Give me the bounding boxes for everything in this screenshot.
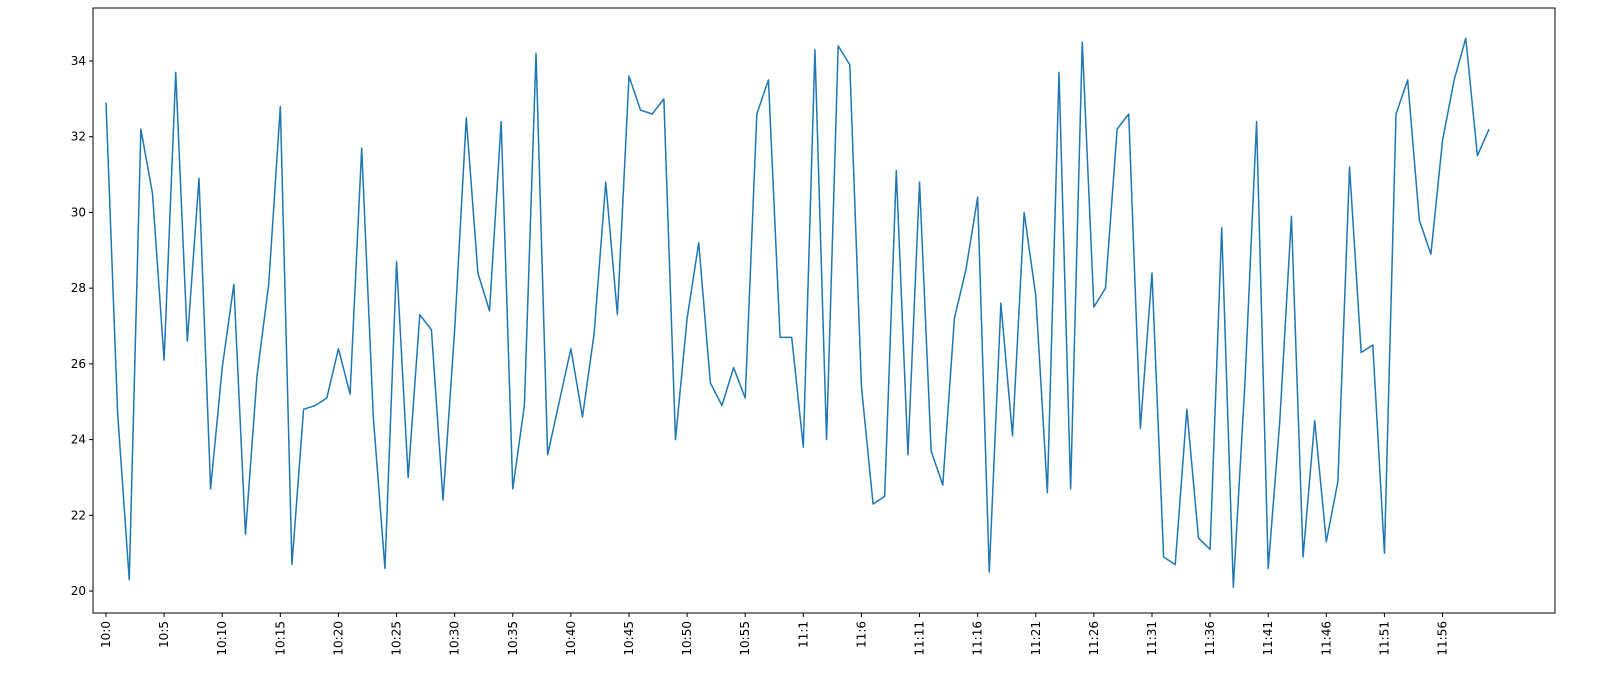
data-line bbox=[105, 37, 1490, 589]
x-tick-label: 11:56 bbox=[1436, 621, 1450, 656]
x-tick-label: 10:55 bbox=[738, 621, 752, 656]
x-tick-label: 11:36 bbox=[1203, 621, 1217, 656]
y-tick-label: 34 bbox=[71, 54, 86, 68]
x-tick-label: 11:11 bbox=[913, 621, 927, 656]
plot-frame bbox=[92, 7, 1556, 614]
y-tick-label: 26 bbox=[71, 357, 86, 371]
x-tick-label: 10:15 bbox=[273, 621, 287, 656]
x-tick-label: 10:30 bbox=[448, 621, 462, 656]
x-tick-label: 11:41 bbox=[1261, 621, 1275, 656]
x-tick-label: 10:40 bbox=[564, 621, 578, 656]
x-tick-label: 10:35 bbox=[506, 621, 520, 656]
y-tick-label: 32 bbox=[71, 130, 86, 144]
y-tick-label: 30 bbox=[71, 205, 86, 219]
x-tick-label: 11:16 bbox=[971, 621, 985, 656]
y-tick-label: 20 bbox=[71, 584, 86, 598]
x-tick-label: 11:21 bbox=[1029, 621, 1043, 656]
x-tick-label: 10:25 bbox=[390, 621, 404, 656]
x-tick-label: 10:45 bbox=[622, 621, 636, 656]
x-tick-label: 11:26 bbox=[1087, 621, 1101, 656]
x-tick-label: 10:5 bbox=[157, 621, 171, 648]
x-tick-label: 11:46 bbox=[1319, 621, 1333, 656]
x-tick-label: 10:20 bbox=[331, 621, 345, 656]
x-tick-label: 10:50 bbox=[680, 621, 694, 656]
y-tick-label: 22 bbox=[71, 508, 86, 522]
y-tick-label: 28 bbox=[71, 281, 86, 295]
x-tick-label: 11:51 bbox=[1377, 621, 1391, 656]
y-tick-label: 24 bbox=[71, 433, 86, 447]
x-tick-label: 11:6 bbox=[854, 621, 868, 648]
x-tick-label: 10:10 bbox=[215, 621, 229, 656]
x-tick-label: 11:31 bbox=[1145, 621, 1159, 656]
x-tick-label: 10:0 bbox=[99, 621, 113, 648]
x-tick-label: 11:1 bbox=[796, 621, 810, 648]
